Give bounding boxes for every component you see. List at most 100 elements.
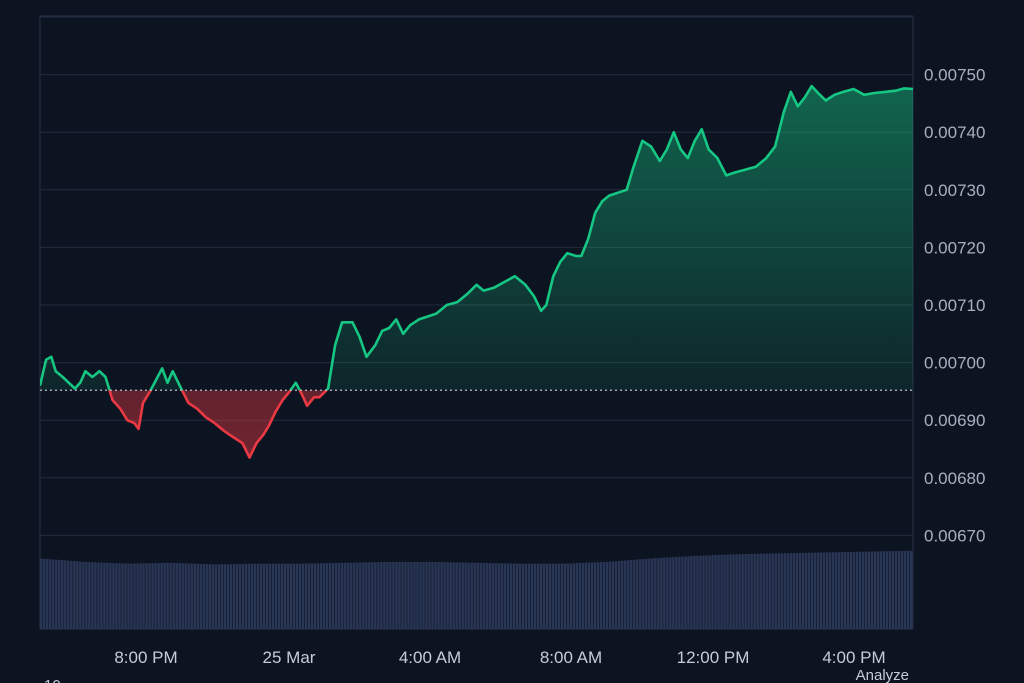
volume-bar <box>178 563 181 629</box>
y-tick-label: 0.00730 <box>924 181 985 200</box>
volume-bar <box>94 562 97 629</box>
volume-bar <box>687 556 690 629</box>
volume-bar <box>470 562 473 629</box>
volume-bar <box>449 562 452 629</box>
volume-bar <box>181 563 184 629</box>
volume-bar <box>723 554 726 629</box>
volume-bar <box>136 563 139 629</box>
volume-bar <box>840 552 844 629</box>
volume-bar <box>810 552 814 629</box>
volume-bar <box>566 563 570 629</box>
volume-bar <box>497 563 500 629</box>
volume-bar <box>322 563 326 629</box>
corner-label-left: 10 <box>44 677 61 683</box>
volume-bar <box>642 559 645 629</box>
volume-bar <box>64 560 67 629</box>
volume-bar <box>458 562 461 629</box>
volume-bar <box>530 563 534 629</box>
volume-bar <box>771 553 774 629</box>
area-above-baseline <box>40 86 913 391</box>
volume-bar <box>157 563 160 629</box>
volume-bar <box>139 563 142 629</box>
volume-bar <box>256 563 260 629</box>
volume-bar <box>301 563 305 629</box>
volume-bar <box>708 555 711 629</box>
volume-bar <box>271 563 275 629</box>
volume-bar <box>49 559 52 629</box>
volume-bar <box>319 563 323 629</box>
volume-bar <box>894 551 898 629</box>
y-tick-label: 0.00750 <box>924 66 985 85</box>
analyze-label[interactable]: Analyze <box>856 667 909 683</box>
volume-bar <box>395 561 398 629</box>
volume-bar <box>621 560 624 629</box>
volume-bar <box>350 562 353 629</box>
volume-bar <box>636 559 639 629</box>
volume-bar <box>265 563 269 629</box>
y-tick-label: 0.00710 <box>924 296 985 315</box>
volume-bar <box>717 554 720 629</box>
volume-bar <box>512 563 516 629</box>
volume-bar <box>392 561 395 629</box>
volume-bar <box>229 564 233 629</box>
volume-bar <box>416 561 419 629</box>
volume-bar <box>289 563 293 629</box>
volume-bar <box>425 561 428 629</box>
y-tick-label: 0.00700 <box>924 354 985 373</box>
volume-bar <box>58 559 61 629</box>
volume-bar <box>521 563 525 629</box>
volume-bar <box>341 562 344 629</box>
volume-bar <box>353 562 356 629</box>
volume-bar <box>548 563 552 629</box>
volume-bar <box>768 553 771 629</box>
volume-bar <box>359 562 362 629</box>
volume-bar <box>362 562 365 629</box>
volume-bar <box>590 562 594 629</box>
volume-bar <box>217 564 221 629</box>
volume-bar <box>572 563 576 629</box>
y-tick-label: 0.00670 <box>924 526 985 545</box>
volume-bar <box>554 563 558 629</box>
volume-bar <box>744 554 747 629</box>
volume-bar <box>250 563 254 629</box>
volume-bar <box>76 561 79 629</box>
volume-bar <box>380 562 383 629</box>
y-axis-labels: 0.00670 0.00680 0.00690 0.00700 0.00710 0.007… <box>924 66 985 546</box>
volume-bar <box>452 562 455 629</box>
volume-bar <box>891 551 895 629</box>
volume-bar <box>46 558 49 629</box>
volume-bar <box>795 553 799 629</box>
volume-bar <box>882 551 886 629</box>
volume-bar <box>807 552 811 629</box>
volume-bar <box>819 552 823 629</box>
volume-bar <box>310 563 314 629</box>
volume-bar <box>100 562 103 629</box>
volume-bar <box>627 560 630 629</box>
volume-bar <box>211 564 214 629</box>
volume-bar <box>587 562 591 629</box>
volume-bar <box>539 563 543 629</box>
volume-bar <box>91 562 94 629</box>
volume-bar <box>900 550 904 629</box>
volume-bar <box>651 558 654 629</box>
volume-bar <box>774 553 777 629</box>
volume-bar <box>97 562 100 629</box>
volume-bar <box>386 561 389 629</box>
volume-bar <box>657 558 660 629</box>
volume-bar <box>645 558 648 629</box>
volume-bar <box>732 554 735 629</box>
volume-bar <box>431 561 434 629</box>
area-below-baseline <box>109 390 327 458</box>
volume-bar <box>118 563 121 629</box>
volume-bar <box>443 562 446 629</box>
price-line-up <box>40 84 914 391</box>
volume-bar <box>551 563 555 629</box>
volume-bar <box>563 563 567 629</box>
volume-bar <box>906 550 910 629</box>
volume-bar <box>338 562 341 629</box>
y-tick-label: 0.00740 <box>924 123 985 142</box>
volume-bar <box>672 557 675 629</box>
volume-bar <box>726 554 729 629</box>
volume-bar <box>232 564 236 629</box>
